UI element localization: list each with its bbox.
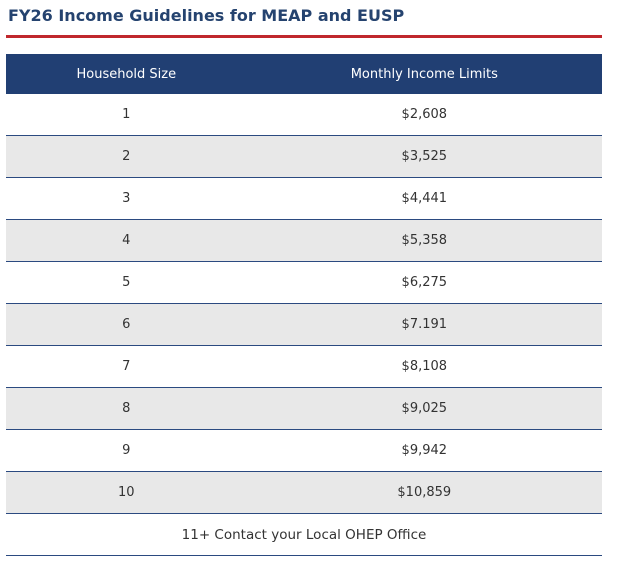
table-row: 3 $4,441 xyxy=(6,177,602,220)
footer-note: 11+ Contact your Local OHEP Office xyxy=(6,513,602,556)
income-table: Household Size Monthly Income Limits 1 $2,… xyxy=(6,54,602,556)
income-limit: $5,358 xyxy=(246,219,602,262)
household-size: 6 xyxy=(6,303,247,346)
income-limit: $4,441 xyxy=(246,177,602,220)
household-size: 8 xyxy=(6,387,247,430)
table-row: 5 $6,275 xyxy=(6,261,602,304)
table-row: 10 $10,859 xyxy=(6,471,602,514)
table-row: 2 $3,525 xyxy=(6,135,602,178)
income-limit: $3,525 xyxy=(246,135,602,178)
page-title: FY26 Income Guidelines for MEAP and EUSP xyxy=(8,6,405,25)
income-limit: $8,108 xyxy=(246,345,602,388)
column-header: Household Size xyxy=(6,54,247,94)
income-limit: $7.191 xyxy=(246,303,602,346)
table-row: 4 $5,358 xyxy=(6,219,602,262)
footer-row: 11+ Contact your Local OHEP Office xyxy=(6,513,602,556)
household-size: 5 xyxy=(6,261,247,304)
income-limit: $2,608 xyxy=(246,94,602,136)
household-size: 7 xyxy=(6,345,247,388)
table-row: 7 $8,108 xyxy=(6,345,602,388)
table-row: 9 $9,942 xyxy=(6,429,602,472)
income-limit: $9,025 xyxy=(246,387,602,430)
household-size: 9 xyxy=(6,429,247,472)
household-size: 4 xyxy=(6,219,247,262)
table-row: 8 $9,025 xyxy=(6,387,602,430)
column-header: Monthly Income Limits xyxy=(246,54,602,94)
income-limit: $9,942 xyxy=(246,429,602,472)
title-rule xyxy=(6,35,602,38)
household-size: 10 xyxy=(6,471,247,514)
table-row: 6 $7.191 xyxy=(6,303,602,346)
table-row: 1 $2,608 xyxy=(6,94,602,136)
income-limit: $10,859 xyxy=(246,471,602,514)
header-row: Household Size Monthly Income Limits xyxy=(6,54,602,94)
income-limit: $6,275 xyxy=(246,261,602,304)
household-size: 2 xyxy=(6,135,247,178)
household-size: 3 xyxy=(6,177,247,220)
household-size: 1 xyxy=(6,94,247,136)
